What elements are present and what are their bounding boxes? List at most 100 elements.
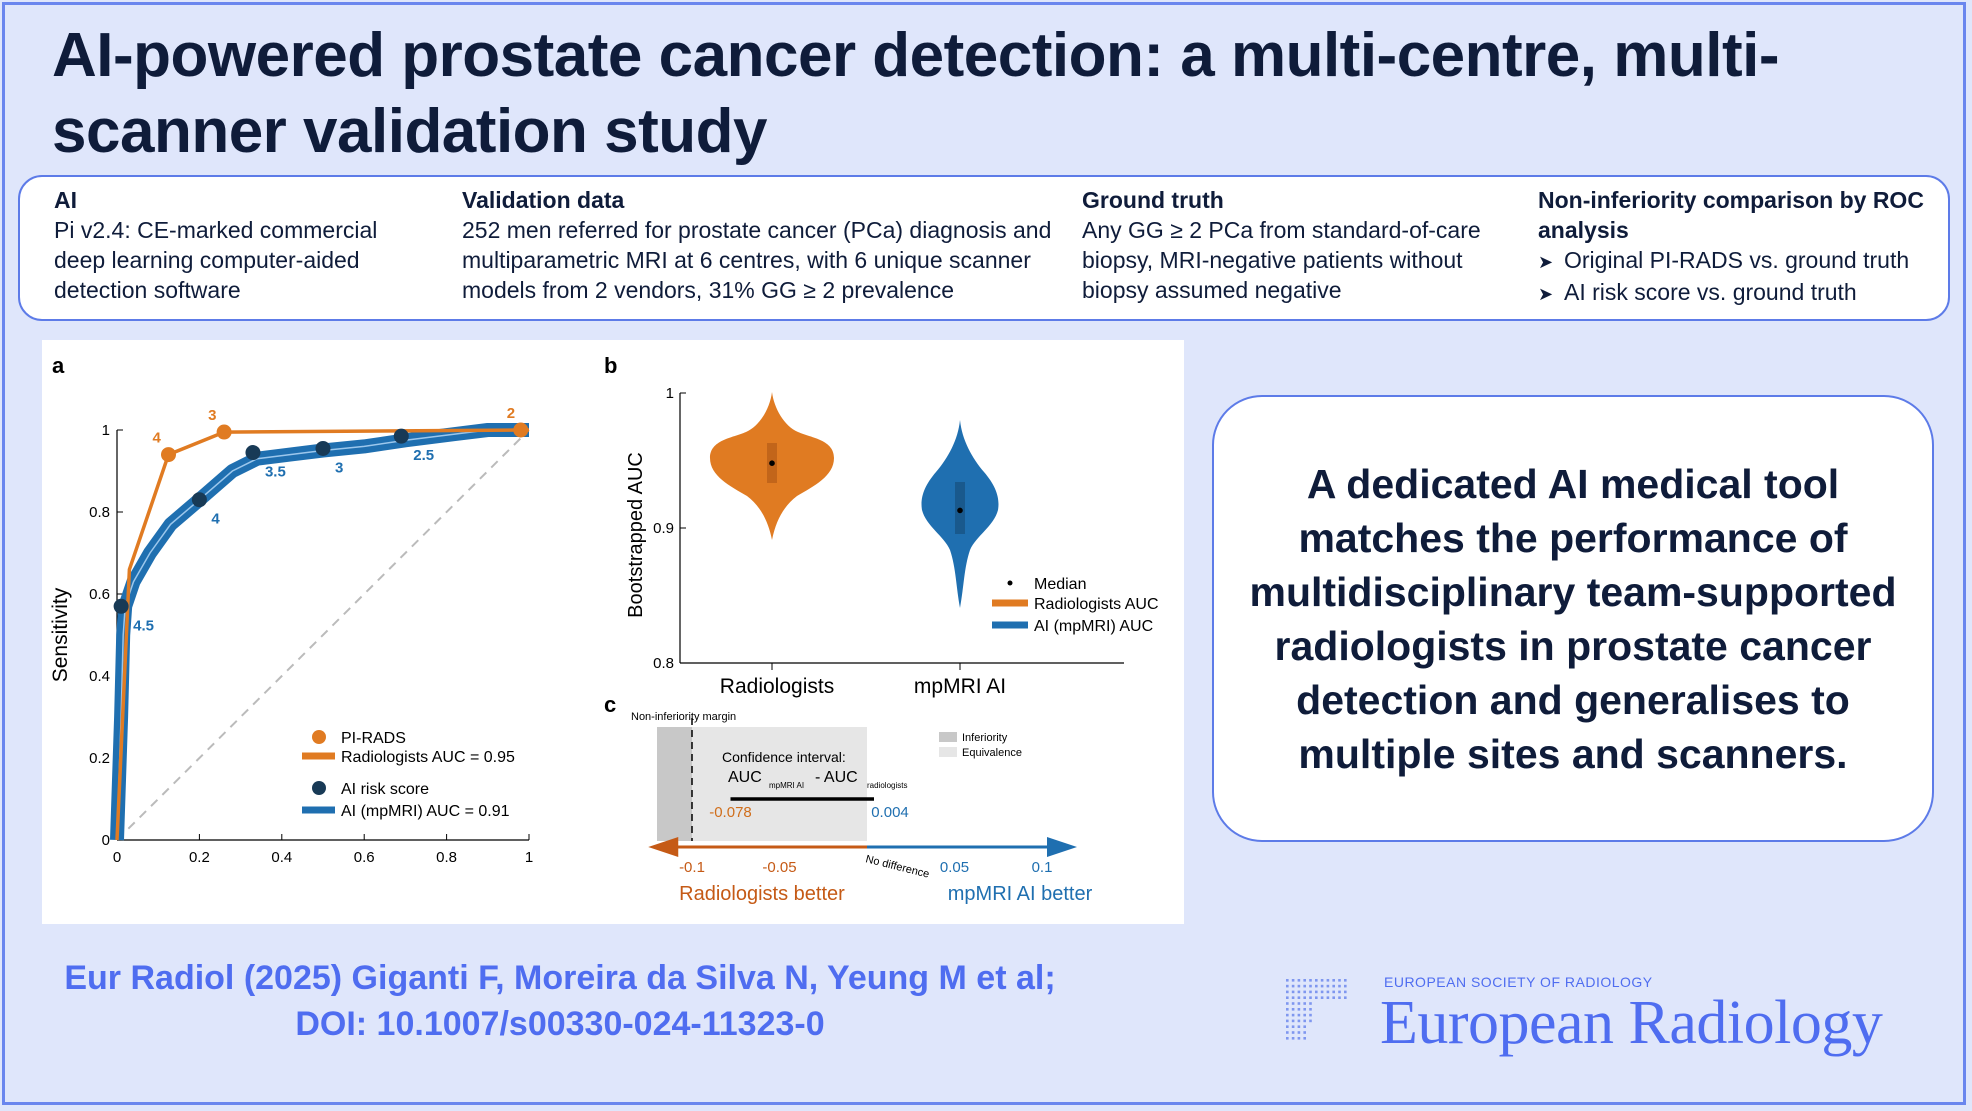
citation: Eur Radiol (2025) Giganti F, Moreira da … — [40, 955, 1080, 1047]
ci-x-tick-label: -0.1 — [679, 859, 705, 876]
logo-dot — [1326, 984, 1330, 988]
ai-threshold-point — [191, 492, 207, 508]
violin-y-axis-title: Bootstrapped AUC — [625, 452, 647, 618]
ci-x-tick-label: 0.05 — [940, 859, 969, 876]
ai-threshold-label: 4 — [211, 511, 220, 528]
roc-y-tick-label: 0.8 — [89, 504, 110, 521]
logo-dot — [1338, 984, 1341, 988]
logo-dot — [1303, 1037, 1306, 1040]
logo-dot — [1286, 1002, 1289, 1005]
logo-dot — [1297, 984, 1301, 988]
key-message: A dedicated AI medical tool matches the … — [1249, 460, 1897, 777]
list-item: ➤ Original PI-RADS vs. ground truth — [1538, 245, 1943, 277]
logo-dot — [1326, 996, 1330, 999]
ai-threshold-label: 2.5 — [413, 447, 434, 464]
logo-dot — [1286, 1019, 1289, 1023]
legend-pirads-label: PI-RADS — [341, 730, 406, 747]
pirads-threshold-label: 2 — [507, 405, 515, 422]
logo-dot — [1291, 1025, 1295, 1028]
ci-upper-label: 0.004 — [871, 804, 909, 821]
logo-dot — [1332, 984, 1335, 988]
ai-threshold-label: 3.5 — [265, 464, 286, 481]
ground-truth-column: Ground truth Any GG ≥ 2 PCa from standar… — [1082, 185, 1502, 305]
pirads-threshold-point — [513, 422, 529, 438]
radiologists-median — [769, 460, 775, 466]
violin-category-radiologists: Radiologists — [720, 675, 834, 698]
equivalence-zone — [692, 727, 867, 841]
logo-dot — [1303, 990, 1306, 994]
logo-dot — [1297, 990, 1301, 994]
roc-x-tick-label: 0 — [113, 849, 121, 866]
logo-dot — [1309, 979, 1312, 982]
logo-dot — [1291, 1031, 1295, 1034]
legend-equivalence-swatch — [939, 747, 957, 757]
roc-x-tick-label: 0.4 — [271, 849, 292, 866]
logo-dot — [1320, 979, 1324, 982]
violin-category-ai: mpMRI AI — [914, 675, 1006, 698]
logo-dot — [1286, 1008, 1289, 1011]
noninferiority-column: Non-inferiority comparison by ROC analys… — [1538, 185, 1943, 309]
inferiority-zone — [657, 727, 692, 841]
logo-dot — [1286, 1025, 1289, 1028]
validation-column: Validation data 252 men referred for pro… — [462, 185, 1062, 305]
roc-y-tick-label: 0.6 — [89, 586, 110, 603]
violin-y-tick-label: 1 — [666, 385, 674, 402]
validation-text: 252 men referred for prostate cancer (PC… — [462, 217, 1052, 303]
ai-threshold-point — [113, 598, 129, 614]
legend-median-label: Median — [1034, 576, 1086, 593]
logo-dot — [1297, 1025, 1301, 1028]
legend-equivalence-label: Equivalence — [962, 747, 1022, 759]
margin-label: Non-inferiority margin — [631, 711, 736, 723]
arrow-left-icon — [648, 837, 679, 857]
logo-dot — [1320, 984, 1324, 988]
roc-x-tick-label: 0.2 — [189, 849, 210, 866]
logo-dot — [1326, 990, 1330, 994]
logo-dot — [1297, 1002, 1301, 1005]
results-figure-svg: a 0 0.2 0.4 0.6 0.8 1 0 0.2 0.4 0.6 0.8 1 Sensitiv… — [49, 353, 1159, 905]
no-difference-label: No difference — [864, 853, 930, 880]
logo-dot — [1344, 979, 1347, 982]
study-info-box: AI Pi v2.4: CE-marked commercial deep le… — [18, 175, 1950, 321]
logo-dot — [1297, 1008, 1301, 1011]
legend-pirads-marker — [312, 730, 326, 744]
logo-dot — [1309, 1013, 1312, 1017]
roc-chance-line — [116, 429, 530, 841]
logo-dot — [1291, 1008, 1295, 1011]
ci-auc-label: AUC — [728, 769, 762, 786]
list-item: ➤ AI risk score vs. ground truth — [1538, 277, 1943, 309]
page-title: AI-powered prostate cancer detection: a … — [52, 21, 1779, 166]
logo-dot — [1332, 996, 1335, 999]
logo-dot — [1297, 1037, 1301, 1040]
roc-x-tick-label: 0.6 — [354, 849, 375, 866]
logo-dot — [1309, 1019, 1312, 1023]
logo-dot — [1326, 979, 1330, 982]
ai-roc-curve — [116, 429, 529, 841]
logo-dot — [1297, 1031, 1301, 1034]
legend-inferiority-label: Inferiority — [962, 732, 1008, 744]
roc-y-axis-title: Sensitivity — [49, 587, 72, 682]
roc-y-tick-label: 0.2 — [89, 750, 110, 767]
noninferiority-heading: Non-inferiority comparison by ROC analys… — [1538, 187, 1924, 243]
ci-sub-radiologists: radiologists — [867, 781, 907, 790]
logo-dot — [1303, 984, 1306, 988]
violin-legend: Median Radiologists AUC AI (mpMRI) AUC — [992, 576, 1159, 635]
logo-dot — [1332, 979, 1335, 982]
ci-title: Confidence interval: — [722, 749, 846, 765]
logo-dot — [1344, 984, 1347, 988]
ci-sub-ai: mpMRI AI — [769, 781, 804, 790]
roc-chart: 0 0.2 0.4 0.6 0.8 1 0 0.2 0.4 0.6 0.8 1 Sensitivit… — [49, 405, 533, 866]
results-figure: a 0 0.2 0.4 0.6 0.8 1 0 0.2 0.4 0.6 0.8 1 Sensitiv… — [42, 340, 1184, 924]
logo-dot — [1303, 1013, 1306, 1017]
panel-b-label: b — [604, 353, 617, 378]
roc-y-tick-label: 0.4 — [89, 668, 110, 685]
logo-dot — [1309, 996, 1312, 999]
logo-dot — [1344, 996, 1347, 999]
logo-dot — [1286, 1013, 1289, 1017]
roc-x-ticks: 0 0.2 0.4 0.6 0.8 1 — [113, 834, 533, 866]
citation-line-2: DOI: 10.1007/s00330-024-11323-0 — [295, 1005, 825, 1043]
logo-dot — [1315, 990, 1318, 994]
pirads-threshold-label: 3 — [208, 407, 216, 424]
ci-lower-label: -0.078 — [709, 804, 752, 821]
key-message-box: A dedicated AI medical tool matches the … — [1212, 395, 1934, 842]
